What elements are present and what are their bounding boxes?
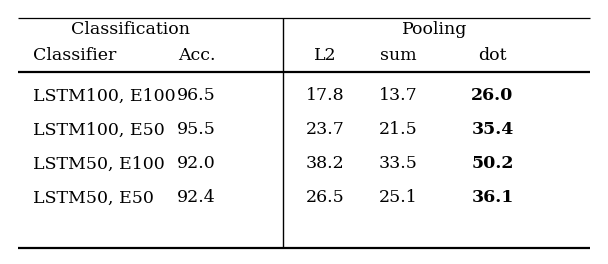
Text: sum: sum — [380, 48, 416, 64]
Text: 17.8: 17.8 — [306, 87, 345, 105]
Text: LSTM100, E100: LSTM100, E100 — [33, 87, 176, 105]
Text: 96.5: 96.5 — [177, 87, 216, 105]
Text: 33.5: 33.5 — [379, 155, 418, 172]
Text: LSTM50, E50: LSTM50, E50 — [33, 190, 154, 206]
Text: 38.2: 38.2 — [306, 155, 345, 172]
Text: 92.4: 92.4 — [177, 190, 216, 206]
Text: LSTM50, E100: LSTM50, E100 — [33, 155, 165, 172]
Text: L2: L2 — [314, 48, 337, 64]
Text: Acc.: Acc. — [178, 48, 216, 64]
Text: LSTM100, E50: LSTM100, E50 — [33, 121, 165, 139]
Text: 92.0: 92.0 — [177, 155, 216, 172]
Text: 25.1: 25.1 — [379, 190, 418, 206]
Text: 26.0: 26.0 — [471, 87, 514, 105]
Text: 95.5: 95.5 — [177, 121, 216, 139]
Text: Classification: Classification — [71, 21, 190, 39]
Text: 36.1: 36.1 — [471, 190, 514, 206]
Text: dot: dot — [478, 48, 506, 64]
Text: Pooling: Pooling — [402, 21, 468, 39]
Text: 26.5: 26.5 — [306, 190, 345, 206]
Text: 23.7: 23.7 — [306, 121, 345, 139]
Text: Classifier: Classifier — [33, 48, 117, 64]
Text: 13.7: 13.7 — [379, 87, 418, 105]
Text: 35.4: 35.4 — [471, 121, 514, 139]
Text: 50.2: 50.2 — [471, 155, 514, 172]
Text: 21.5: 21.5 — [379, 121, 418, 139]
